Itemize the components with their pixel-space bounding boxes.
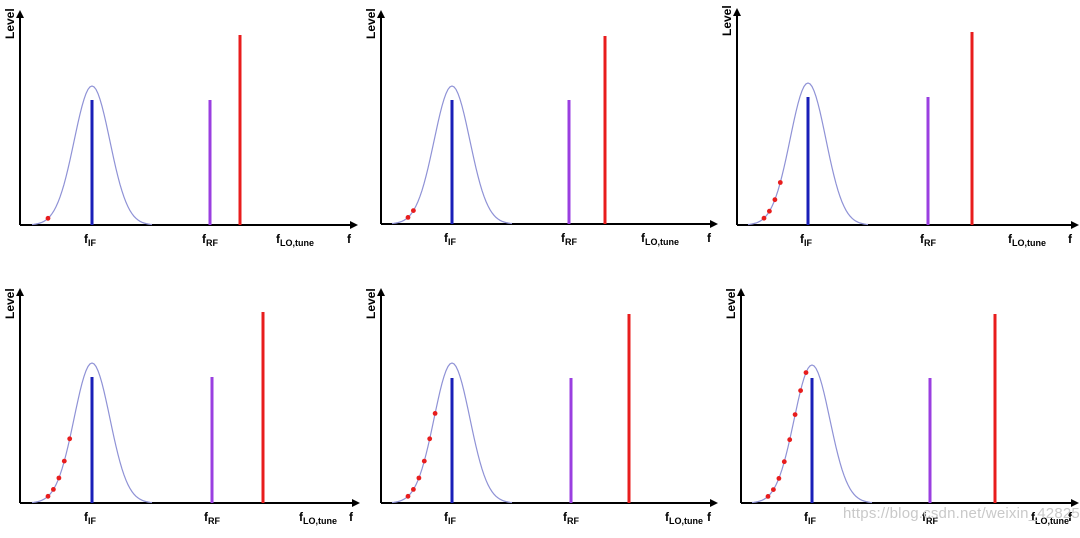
sweep-point xyxy=(405,215,411,220)
watermark: https://blog.csdn.net/weixin_42825609 xyxy=(843,505,1080,522)
sweep-point xyxy=(405,493,411,499)
if-filter-curve xyxy=(391,85,513,225)
if-filter-curve xyxy=(747,82,869,226)
panel-1: Level fIF fRF fLO,tune f xyxy=(3,8,358,248)
f-lo-label: fLO,tune xyxy=(665,510,703,526)
sweep-point xyxy=(771,487,776,492)
x-axis-arrow xyxy=(350,221,358,229)
x-axis-label: f xyxy=(347,232,352,246)
f-lo-label: fLO,tune xyxy=(1031,510,1069,526)
x-axis-arrow xyxy=(1071,499,1079,507)
y-axis-arrow xyxy=(377,288,385,296)
sweep-point xyxy=(803,370,809,375)
x-axis-label: f xyxy=(349,510,354,524)
sweep-point xyxy=(798,388,803,393)
sweep-point xyxy=(792,412,798,417)
sweep-point xyxy=(51,487,56,492)
x-axis-arrow xyxy=(1071,221,1079,229)
y-axis-arrow xyxy=(737,288,745,296)
sweep-point xyxy=(67,436,73,442)
y-axis-label: Level xyxy=(720,5,734,36)
sweep-point xyxy=(781,459,787,465)
f-if-label: fIF xyxy=(444,231,457,247)
y-axis-label: Level xyxy=(724,288,738,319)
f-if-label: fIF xyxy=(84,232,97,248)
y-axis-arrow xyxy=(377,10,385,18)
f-rf-label: fRF xyxy=(202,232,218,248)
f-rf-label: fRF xyxy=(922,510,938,526)
sweep-point xyxy=(56,475,62,481)
f-lo-label: fLO,tune xyxy=(299,510,337,526)
x-axis-label: f xyxy=(1068,510,1073,524)
sweep-point xyxy=(787,437,793,443)
f-if-label: fIF xyxy=(444,510,457,526)
y-axis-label: Level xyxy=(3,8,17,39)
f-if-label: fIF xyxy=(800,232,813,248)
f-rf-label: fRF xyxy=(563,510,579,526)
if-filter-curve xyxy=(391,362,513,504)
panel-4: Level fIF fRF fLO,tune f xyxy=(3,288,360,526)
x-axis-label: f xyxy=(707,231,712,245)
panel-6: Level fIF fRF fLO,tune f xyxy=(724,288,1079,526)
sweep-point xyxy=(421,458,427,464)
sweep-point xyxy=(777,180,783,185)
f-if-label: fIF xyxy=(804,510,817,526)
sweep-point xyxy=(45,215,51,221)
y-axis-label: Level xyxy=(364,8,378,39)
sweep-point xyxy=(432,411,438,416)
sweep-point xyxy=(776,476,782,481)
f-rf-label: fRF xyxy=(561,231,577,247)
f-lo-label: fLO,tune xyxy=(641,231,679,247)
sweep-point xyxy=(427,436,433,442)
x-axis-label: f xyxy=(1068,232,1073,246)
sweep-point xyxy=(761,215,767,221)
panel-5: Level fIF fRF fLO,tune f xyxy=(364,288,718,526)
sweep-point xyxy=(765,494,771,499)
x-axis-arrow xyxy=(710,499,718,507)
sweep-point xyxy=(772,197,778,203)
panel-3: Level fIF fRF fLO,tune f xyxy=(720,5,1079,248)
panel-2: Level fIF fRF fLO,tune f xyxy=(364,8,718,247)
sweep-point xyxy=(767,208,772,214)
f-rf-label: fRF xyxy=(920,232,936,248)
y-axis-arrow xyxy=(733,8,741,16)
sweep-point xyxy=(416,475,422,481)
x-axis-arrow xyxy=(710,220,718,228)
y-axis-label: Level xyxy=(3,288,17,319)
x-axis-arrow xyxy=(352,499,360,507)
if-filter-curve xyxy=(31,362,153,504)
y-axis-arrow xyxy=(16,10,24,18)
sweep-point xyxy=(61,458,67,464)
y-axis-arrow xyxy=(16,288,24,296)
x-axis-label: f xyxy=(707,510,712,524)
y-axis-label: Level xyxy=(364,288,378,319)
f-rf-label: fRF xyxy=(204,510,220,526)
sweep-point xyxy=(411,487,416,492)
sweep-point xyxy=(45,493,51,499)
f-if-label: fIF xyxy=(84,510,97,526)
if-filter-curve xyxy=(31,85,153,226)
f-lo-label: fLO,tune xyxy=(276,232,314,248)
if-filter-curve xyxy=(751,364,873,504)
sweep-point xyxy=(411,208,416,214)
f-lo-label: fLO,tune xyxy=(1008,232,1046,248)
